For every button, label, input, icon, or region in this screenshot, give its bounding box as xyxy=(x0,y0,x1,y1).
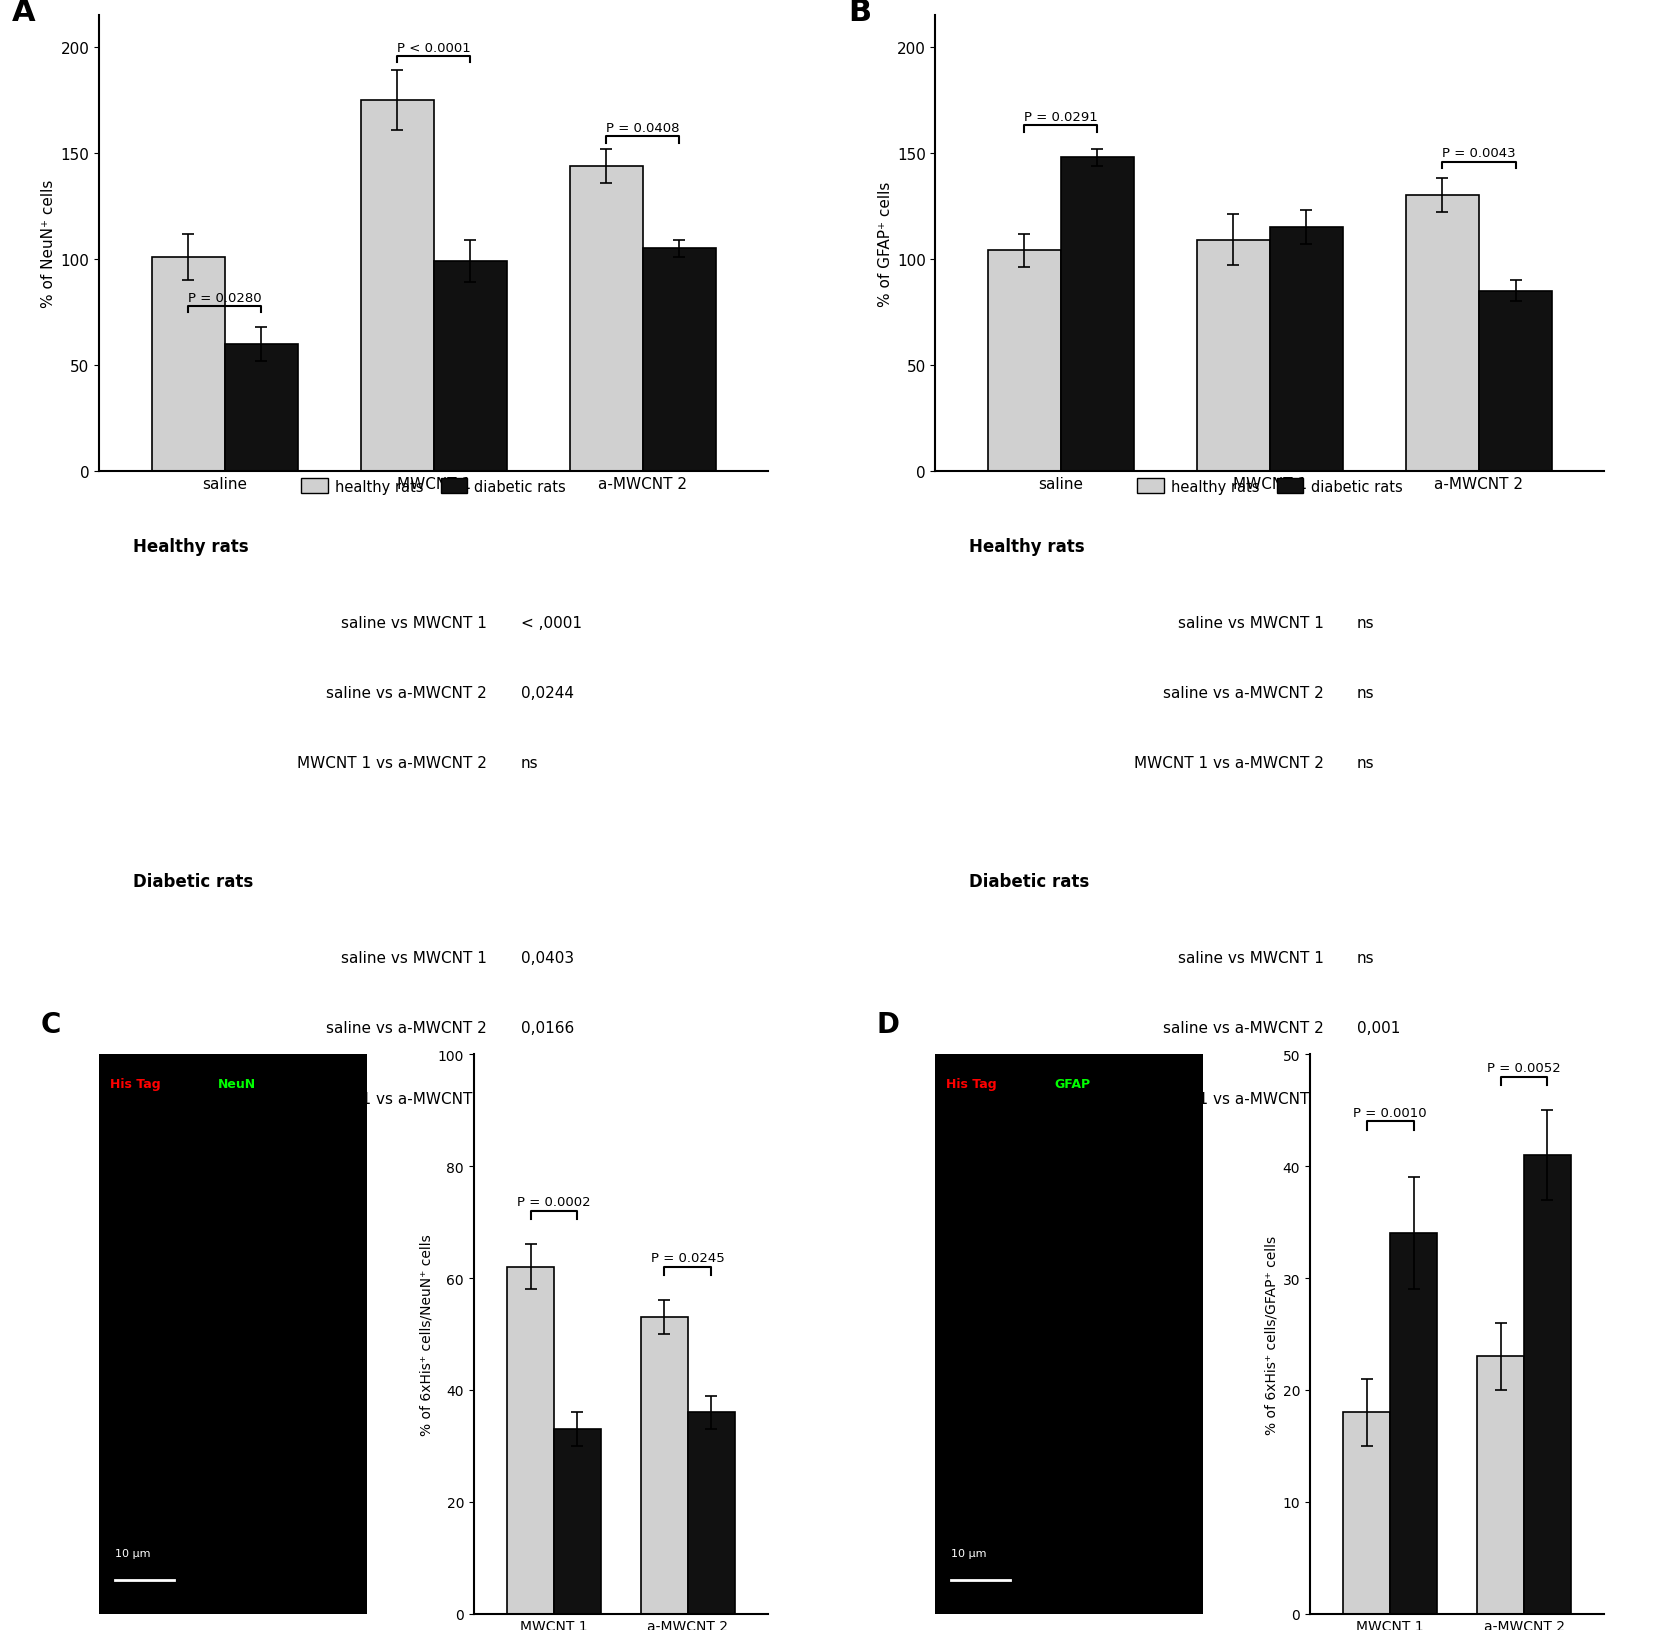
Legend: healthy rats, diabetic rats: healthy rats, diabetic rats xyxy=(1138,479,1403,494)
Bar xyxy=(1343,1413,1391,1614)
Text: 0,0403: 0,0403 xyxy=(521,950,574,965)
Bar xyxy=(225,344,298,471)
Bar xyxy=(361,101,433,471)
Bar xyxy=(433,262,506,471)
Bar xyxy=(508,1267,554,1614)
Text: 0,001: 0,001 xyxy=(1356,1020,1401,1035)
Text: P = 0.0010: P = 0.0010 xyxy=(1353,1107,1427,1120)
Text: saline vs a-MWCNT 2: saline vs a-MWCNT 2 xyxy=(1163,686,1323,701)
Text: ns: ns xyxy=(1356,686,1374,701)
Y-axis label: % of 6xHis⁺ cells/GFAP⁺ cells: % of 6xHis⁺ cells/GFAP⁺ cells xyxy=(1264,1234,1279,1434)
Text: P < 0.0001: P < 0.0001 xyxy=(397,41,471,54)
Text: 10 µm: 10 µm xyxy=(116,1548,151,1558)
Text: ns: ns xyxy=(1356,756,1374,771)
Bar xyxy=(1479,292,1551,471)
Bar xyxy=(1391,1234,1437,1614)
Text: D: D xyxy=(877,1011,900,1038)
Bar xyxy=(152,258,225,471)
Bar xyxy=(987,251,1060,471)
Legend: healthy rats, diabetic rats: healthy rats, diabetic rats xyxy=(301,479,566,494)
Text: P = 0.0002: P = 0.0002 xyxy=(518,1196,590,1208)
Bar xyxy=(569,166,643,471)
Text: P = 0.0291: P = 0.0291 xyxy=(1024,111,1098,124)
Text: P = 0.0043: P = 0.0043 xyxy=(1442,147,1515,160)
Bar xyxy=(1523,1156,1571,1614)
Text: ns: ns xyxy=(1356,615,1374,631)
Text: < ,0001: < ,0001 xyxy=(521,615,582,631)
Text: MWCNT 1 vs a-MWCNT 2: MWCNT 1 vs a-MWCNT 2 xyxy=(298,756,488,771)
Text: B: B xyxy=(849,0,872,28)
Text: ns: ns xyxy=(1356,1090,1374,1107)
Text: NeuN: NeuN xyxy=(218,1077,256,1090)
Text: Diabetic rats: Diabetic rats xyxy=(969,872,1088,892)
Text: GFAP: GFAP xyxy=(1055,1077,1090,1090)
Bar xyxy=(1197,241,1270,471)
Text: P = 0.0052: P = 0.0052 xyxy=(1487,1061,1561,1074)
Text: C: C xyxy=(40,1011,61,1038)
Text: 0,0244: 0,0244 xyxy=(521,686,574,701)
Text: saline vs a-MWCNT 2: saline vs a-MWCNT 2 xyxy=(326,686,488,701)
Text: P = 0.0245: P = 0.0245 xyxy=(652,1252,724,1265)
Text: saline vs a-MWCNT 2: saline vs a-MWCNT 2 xyxy=(1163,1020,1323,1035)
Y-axis label: % of NeuN⁺ cells: % of NeuN⁺ cells xyxy=(41,179,56,308)
Text: MWCNT 1 vs a-MWCNT 2: MWCNT 1 vs a-MWCNT 2 xyxy=(1133,756,1323,771)
Bar xyxy=(688,1413,734,1614)
Bar xyxy=(1477,1356,1523,1614)
Bar xyxy=(554,1430,600,1614)
Text: saline vs MWCNT 1: saline vs MWCNT 1 xyxy=(341,950,488,965)
Text: saline vs MWCNT 1: saline vs MWCNT 1 xyxy=(1178,950,1323,965)
Text: P = 0.0280: P = 0.0280 xyxy=(189,292,261,305)
Text: MWCNT 1 vs a-MWCNT 2: MWCNT 1 vs a-MWCNT 2 xyxy=(298,1090,488,1107)
Text: saline vs MWCNT 1: saline vs MWCNT 1 xyxy=(1178,615,1323,631)
Bar xyxy=(1406,196,1479,471)
Bar xyxy=(1060,158,1135,471)
Y-axis label: % of 6xHis⁺ cells/NeuN⁺ cells: % of 6xHis⁺ cells/NeuN⁺ cells xyxy=(420,1234,433,1434)
Text: P = 0.0408: P = 0.0408 xyxy=(605,122,680,135)
Text: His Tag: His Tag xyxy=(946,1077,997,1090)
Text: saline vs MWCNT 1: saline vs MWCNT 1 xyxy=(341,615,488,631)
Bar xyxy=(643,249,716,471)
Text: Healthy rats: Healthy rats xyxy=(969,538,1085,556)
Text: ns: ns xyxy=(521,1090,538,1107)
Text: ns: ns xyxy=(1356,950,1374,965)
Text: ns: ns xyxy=(521,756,538,771)
Text: MWCNT 1 vs a-MWCNT 2: MWCNT 1 vs a-MWCNT 2 xyxy=(1133,1090,1323,1107)
Text: 0,0166: 0,0166 xyxy=(521,1020,574,1035)
Bar xyxy=(642,1317,688,1614)
Text: Diabetic rats: Diabetic rats xyxy=(132,872,253,892)
Text: Healthy rats: Healthy rats xyxy=(132,538,248,556)
Text: 10 µm: 10 µm xyxy=(951,1548,987,1558)
Bar xyxy=(1270,228,1343,471)
Text: saline vs a-MWCNT 2: saline vs a-MWCNT 2 xyxy=(326,1020,488,1035)
Text: His Tag: His Tag xyxy=(109,1077,160,1090)
Y-axis label: % of GFAP⁺ cells: % of GFAP⁺ cells xyxy=(878,181,893,306)
Text: A: A xyxy=(12,0,36,28)
